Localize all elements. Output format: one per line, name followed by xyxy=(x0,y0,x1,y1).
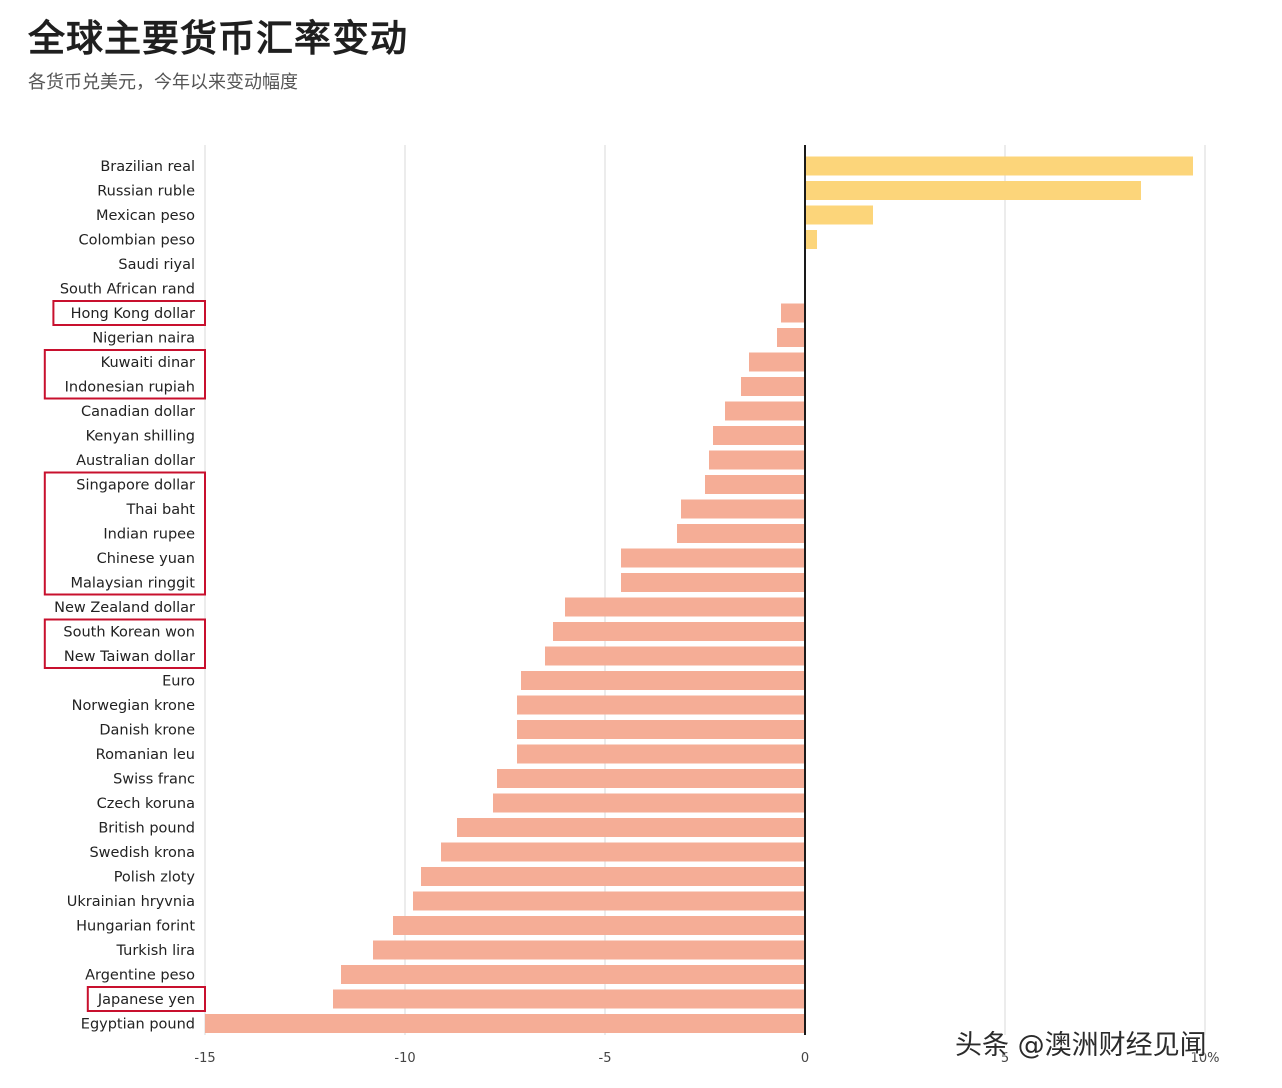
category-label-indian-rupee: Indian rupee xyxy=(103,527,195,543)
category-label-norwegian-krone: Norwegian krone xyxy=(72,698,195,714)
bar-canadian-dollar xyxy=(725,401,805,421)
bar-romanian-leu xyxy=(517,744,805,764)
category-label-brazilian-real: Brazilian real xyxy=(100,159,195,175)
bar-kenyan-shilling xyxy=(713,426,805,445)
bar-danish-krone xyxy=(517,720,805,739)
category-label-chinese-yuan: Chinese yuan xyxy=(97,551,195,567)
category-label-colombian-peso: Colombian peso xyxy=(79,233,196,249)
bar-ukrainian-hryvnia xyxy=(413,891,805,911)
bar-czech-koruna xyxy=(493,793,805,813)
bar-hungarian-forint xyxy=(393,916,805,935)
x-tick-label-5: 5 xyxy=(1001,1051,1009,1066)
highlight-box-5 xyxy=(86,986,206,1012)
bars xyxy=(205,156,1193,1033)
highlight-boxes xyxy=(43,300,207,1012)
category-label-argentine-peso: Argentine peso xyxy=(85,968,195,984)
bar-mexican-peso xyxy=(805,205,873,225)
bar-new-zealand-dollar xyxy=(565,597,805,617)
chart-subtitle: 各货币兑美元，今年以来变动幅度 xyxy=(28,72,298,93)
category-label-mexican-peso: Mexican peso xyxy=(96,208,195,224)
x-tick-label-neg10: -10 xyxy=(394,1051,415,1066)
bar-thai-baht xyxy=(681,499,805,519)
bar-norwegian-krone xyxy=(517,695,805,715)
category-label-new-taiwan-dollar: New Taiwan dollar xyxy=(64,649,195,665)
bar-south-korean-won xyxy=(553,622,805,641)
category-label-euro: Euro xyxy=(162,674,195,690)
category-label-nigerian-naira: Nigerian naira xyxy=(92,331,195,347)
category-label-australian-dollar: Australian dollar xyxy=(76,453,195,469)
category-label-indonesian-rupiah: Indonesian rupiah xyxy=(65,380,195,396)
bar-australian-dollar xyxy=(709,450,805,470)
bar-argentine-peso xyxy=(341,965,805,984)
bar-new-taiwan-dollar xyxy=(545,646,805,666)
bar-nigerian-naira xyxy=(777,328,805,347)
category-label-canadian-dollar: Canadian dollar xyxy=(81,404,195,420)
highlight-box-3 xyxy=(43,471,206,596)
category-label-egyptian-pound: Egyptian pound xyxy=(81,1017,195,1033)
category-label-russian-ruble: Russian ruble xyxy=(97,184,195,200)
category-label-british-pound: British pound xyxy=(98,821,195,837)
category-label-south-african-rand: South African rand xyxy=(60,282,195,298)
category-label-turkish-lira: Turkish lira xyxy=(116,943,196,959)
bar-euro xyxy=(521,671,805,690)
bar-malaysian-ringgit xyxy=(621,573,805,592)
x-tick-label-0: 0 xyxy=(801,1051,809,1066)
x-tick-label-neg5: -5 xyxy=(599,1051,612,1066)
category-label-kenyan-shilling: Kenyan shilling xyxy=(86,429,195,445)
bar-kuwaiti-dinar xyxy=(749,352,805,372)
bar-colombian-peso xyxy=(805,230,817,249)
category-label-kuwaiti-dinar: Kuwaiti dinar xyxy=(101,355,195,371)
bar-swiss-franc xyxy=(497,769,805,788)
category-label-swedish-krona: Swedish krona xyxy=(89,845,195,861)
x-tick-label-10: 10% xyxy=(1191,1051,1220,1066)
category-label-romanian-leu: Romanian leu xyxy=(96,747,195,763)
category-label-ukrainian-hryvnia: Ukrainian hryvnia xyxy=(67,894,195,910)
bar-indian-rupee xyxy=(677,524,805,543)
category-label-singapore-dollar: Singapore dollar xyxy=(76,478,195,494)
bar-brazilian-real xyxy=(805,156,1193,176)
bar-british-pound xyxy=(457,818,805,837)
bar-indonesian-rupiah xyxy=(741,377,805,396)
category-label-new-zealand-dollar: New Zealand dollar xyxy=(54,600,195,616)
category-label-malaysian-ringgit: Malaysian ringgit xyxy=(71,576,196,592)
category-label-polish-zloty: Polish zloty xyxy=(114,870,196,886)
chart-title: 全球主要货币汇率变动 xyxy=(28,17,408,60)
bar-chinese-yuan xyxy=(621,548,805,568)
highlight-box-1 xyxy=(52,300,207,326)
x-tick-labels: -15 -10 -5 0 5 10% xyxy=(194,1051,1219,1066)
category-label-czech-koruna: Czech koruna xyxy=(97,796,195,812)
category-labels: Brazilian real Russian ruble Mexican peso C… xyxy=(54,159,195,1033)
category-label-hong-kong-dollar: Hong Kong dollar xyxy=(71,306,195,322)
bar-hong-kong-dollar xyxy=(781,303,805,323)
bar-egyptian-pound xyxy=(205,1014,805,1033)
x-tick-label-neg15: -15 xyxy=(194,1051,215,1066)
category-label-saudi-riyal: Saudi riyal xyxy=(118,257,195,273)
category-label-south-korean-won: South Korean won xyxy=(63,625,195,641)
bar-polish-zloty xyxy=(421,867,805,886)
bar-singapore-dollar xyxy=(705,475,805,494)
category-label-danish-krone: Danish krone xyxy=(99,723,195,739)
bar-turkish-lira xyxy=(373,940,805,960)
category-label-japanese-yen: Japanese yen xyxy=(97,992,195,1008)
bar-japanese-yen xyxy=(333,989,805,1009)
bar-swedish-krona xyxy=(441,842,805,862)
highlight-box-4 xyxy=(43,618,206,669)
watermark-text: 头条 @澳洲财经见闻 xyxy=(955,1030,1207,1061)
highlight-box-2 xyxy=(43,349,206,400)
category-label-swiss-franc: Swiss franc xyxy=(113,772,195,788)
bar-russian-ruble xyxy=(805,181,1141,200)
category-label-hungarian-forint: Hungarian forint xyxy=(76,919,195,935)
category-label-thai-baht: Thai baht xyxy=(125,502,195,518)
